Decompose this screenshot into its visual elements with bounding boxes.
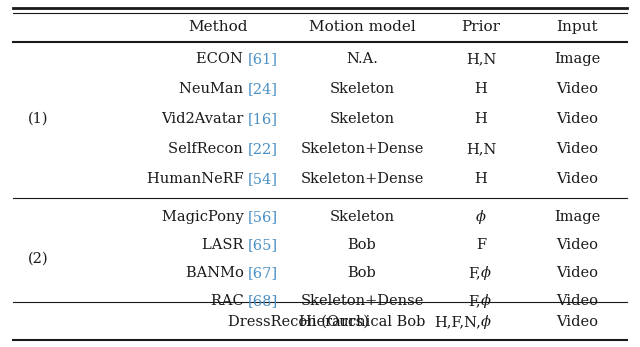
Text: LASR: LASR [202,238,248,252]
Text: SelfRecon: SelfRecon [168,142,248,156]
Text: H: H [475,172,488,186]
Text: Prior: Prior [461,20,500,34]
Text: Video: Video [556,238,598,252]
Text: F: F [476,238,486,252]
Text: MagicPony: MagicPony [162,210,248,224]
Text: [68]: [68] [248,294,278,308]
Text: ϕ: ϕ [481,266,491,280]
Text: (2): (2) [28,252,48,266]
Text: Video: Video [556,315,598,329]
Text: Method: Method [189,20,248,34]
Text: [67]: [67] [248,266,278,280]
Text: Skeleton: Skeleton [330,210,395,224]
Text: F,: F, [468,266,481,280]
Text: Skeleton+Dense: Skeleton+Dense [300,142,424,156]
Text: [16]: [16] [248,112,278,126]
Text: ECON: ECON [196,52,248,66]
Text: F,: F, [468,294,481,308]
Text: Video: Video [556,172,598,186]
Text: H: H [475,112,488,126]
Text: Skeleton: Skeleton [330,112,395,126]
Text: [61]: [61] [248,52,278,66]
Text: BANMo: BANMo [186,266,248,280]
Text: DressRecon (Ours): DressRecon (Ours) [227,315,369,329]
Text: Video: Video [556,82,598,96]
Text: Bob: Bob [348,238,376,252]
Text: H,N: H,N [466,52,496,66]
Text: Skeleton: Skeleton [330,82,395,96]
Text: NeuMan: NeuMan [179,82,248,96]
Text: RAC: RAC [211,294,248,308]
Text: [24]: [24] [248,82,278,96]
Text: ϕ: ϕ [481,294,491,308]
Text: Image: Image [554,52,600,66]
Text: Skeleton+Dense: Skeleton+Dense [300,172,424,186]
Text: [22]: [22] [248,142,278,156]
Text: Video: Video [556,266,598,280]
Text: Skeleton+Dense: Skeleton+Dense [300,294,424,308]
Text: Hierarchical Bob: Hierarchical Bob [299,315,425,329]
Text: N.A.: N.A. [346,52,378,66]
Text: H: H [475,82,488,96]
Text: Input: Input [556,20,598,34]
Text: H,F,N,: H,F,N, [434,315,481,329]
Text: Video: Video [556,294,598,308]
Text: Video: Video [556,112,598,126]
Text: Bob: Bob [348,266,376,280]
Text: Video: Video [556,142,598,156]
Text: ϕ: ϕ [476,210,486,224]
Text: (1): (1) [28,112,48,126]
Text: Vid2Avatar: Vid2Avatar [161,112,248,126]
Text: H,N: H,N [466,142,496,156]
Text: HumanNeRF: HumanNeRF [147,172,248,186]
Text: Motion model: Motion model [308,20,415,34]
Text: [56]: [56] [248,210,278,224]
Text: [54]: [54] [248,172,278,186]
Text: ϕ: ϕ [481,315,491,329]
Text: [65]: [65] [248,238,278,252]
Text: Image: Image [554,210,600,224]
